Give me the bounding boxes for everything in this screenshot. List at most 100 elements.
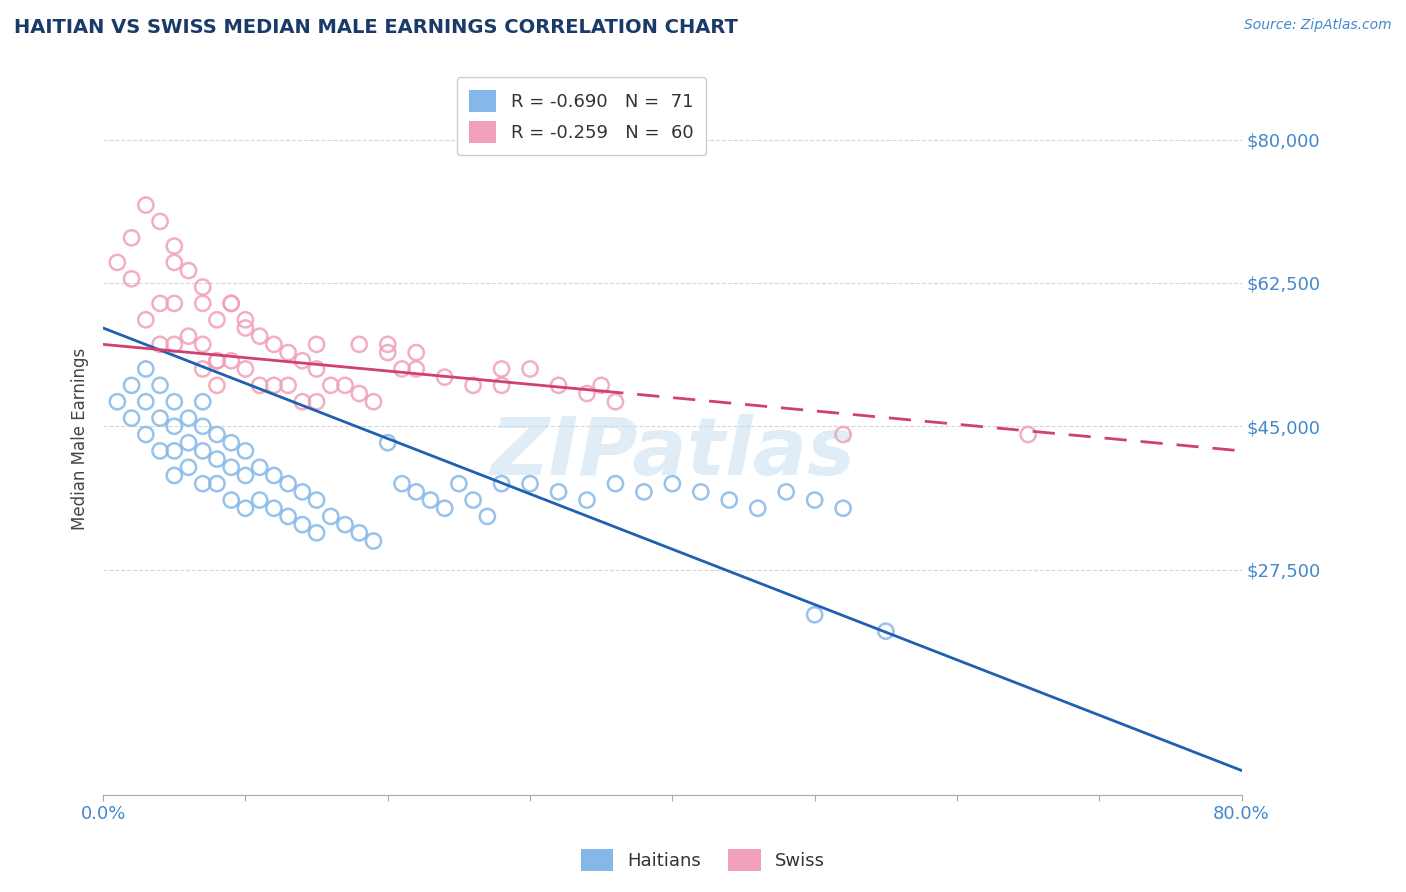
Point	[219, 353, 242, 368]
Point	[349, 337, 371, 351]
Point	[135, 394, 157, 409]
Point	[135, 362, 157, 376]
Point	[177, 263, 200, 277]
Point	[277, 509, 299, 524]
Point	[149, 337, 172, 351]
Point	[832, 427, 855, 442]
Point	[391, 476, 413, 491]
Point	[105, 394, 128, 409]
Point	[333, 378, 356, 392]
Point	[249, 329, 271, 343]
Point	[291, 353, 314, 368]
Point	[191, 476, 214, 491]
Point	[191, 362, 214, 376]
Point	[121, 272, 143, 286]
Point	[305, 394, 328, 409]
Point	[235, 313, 257, 327]
Text: Source: ZipAtlas.com: Source: ZipAtlas.com	[1244, 18, 1392, 32]
Point	[235, 443, 257, 458]
Point	[661, 476, 683, 491]
Point	[205, 476, 228, 491]
Point	[377, 337, 399, 351]
Point	[163, 419, 186, 434]
Point	[191, 296, 214, 310]
Point	[177, 329, 200, 343]
Point	[747, 501, 769, 516]
Point	[191, 337, 214, 351]
Point	[235, 362, 257, 376]
Point	[291, 394, 314, 409]
Point	[547, 378, 569, 392]
Point	[605, 394, 627, 409]
Point	[163, 296, 186, 310]
Point	[163, 443, 186, 458]
Point	[277, 345, 299, 359]
Point	[163, 337, 186, 351]
Point	[405, 484, 427, 499]
Point	[163, 239, 186, 253]
Point	[391, 362, 413, 376]
Point	[219, 296, 242, 310]
Point	[491, 362, 513, 376]
Point	[121, 411, 143, 425]
Point	[419, 493, 441, 508]
Text: HAITIAN VS SWISS MEDIAN MALE EARNINGS CORRELATION CHART: HAITIAN VS SWISS MEDIAN MALE EARNINGS CO…	[14, 18, 738, 37]
Point	[121, 378, 143, 392]
Point	[105, 255, 128, 269]
Point	[177, 435, 200, 450]
Legend: R = -0.690   N =  71, R = -0.259   N =  60: R = -0.690 N = 71, R = -0.259 N = 60	[457, 77, 706, 155]
Point	[149, 296, 172, 310]
Point	[149, 443, 172, 458]
Point	[219, 460, 242, 475]
Point	[433, 501, 456, 516]
Point	[235, 501, 257, 516]
Point	[305, 337, 328, 351]
Point	[875, 624, 897, 639]
Point	[191, 419, 214, 434]
Point	[605, 476, 627, 491]
Point	[547, 484, 569, 499]
Point	[349, 525, 371, 540]
Point	[433, 370, 456, 384]
Point	[463, 378, 485, 392]
Point	[832, 501, 855, 516]
Point	[263, 468, 285, 483]
Point	[363, 534, 385, 549]
Point	[1017, 427, 1039, 442]
Point	[205, 427, 228, 442]
Point	[205, 378, 228, 392]
Y-axis label: Median Male Earnings: Median Male Earnings	[72, 348, 89, 530]
Text: ZIPatlas: ZIPatlas	[489, 414, 855, 491]
Point	[305, 525, 328, 540]
Point	[477, 509, 499, 524]
Point	[135, 313, 157, 327]
Point	[718, 493, 741, 508]
Point	[277, 378, 299, 392]
Point	[305, 362, 328, 376]
Point	[205, 452, 228, 467]
Point	[163, 394, 186, 409]
Point	[163, 468, 186, 483]
Point	[135, 427, 157, 442]
Point	[291, 517, 314, 532]
Point	[349, 386, 371, 401]
Point	[219, 493, 242, 508]
Point	[633, 484, 655, 499]
Point	[149, 378, 172, 392]
Point	[191, 280, 214, 294]
Point	[263, 337, 285, 351]
Point	[519, 362, 541, 376]
Point	[519, 476, 541, 491]
Point	[177, 411, 200, 425]
Point	[575, 386, 598, 401]
Point	[235, 468, 257, 483]
Point	[263, 501, 285, 516]
Point	[121, 231, 143, 245]
Point	[305, 493, 328, 508]
Point	[803, 607, 825, 622]
Point	[291, 484, 314, 499]
Point	[219, 296, 242, 310]
Point	[405, 362, 427, 376]
Point	[803, 493, 825, 508]
Point	[191, 394, 214, 409]
